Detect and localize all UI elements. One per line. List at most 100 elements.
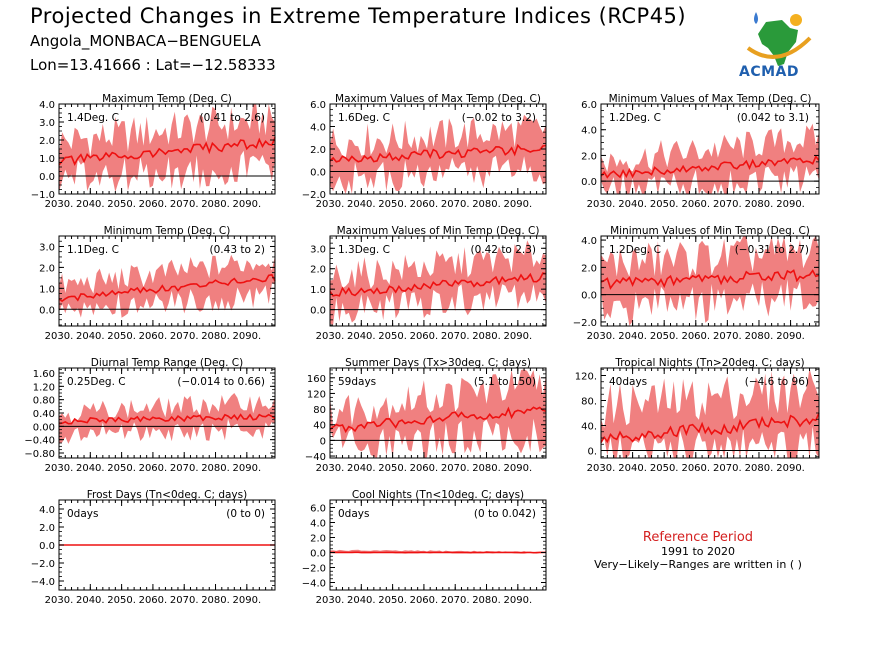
y-tick-label: 0 xyxy=(320,436,326,447)
change-annotation: 59days xyxy=(338,376,376,388)
x-tick-label: 2090. xyxy=(504,463,533,474)
chart-title: Minimum Temp (Deg. C) xyxy=(104,225,231,237)
y-tick-label: 0. xyxy=(587,447,597,458)
x-tick-label: 2060. xyxy=(410,331,439,342)
mean-line xyxy=(329,272,547,297)
x-tick-label: 2060. xyxy=(139,199,168,210)
change-annotation: 1.3Deg. C xyxy=(338,244,390,256)
y-tick-label: 0.0 xyxy=(581,177,597,188)
x-tick-label: 2040. xyxy=(76,595,105,606)
x-tick-label: 2030. xyxy=(316,595,345,606)
y-tick-label: 2.0 xyxy=(581,151,597,162)
range-annotation: (0.43 to 2) xyxy=(210,244,265,256)
range-annotation: (0.41 to 2.6) xyxy=(200,112,266,124)
x-tick-label: 2050. xyxy=(107,331,136,342)
x-tick-label: 2090. xyxy=(233,199,262,210)
chart-title: Minimum Values of Min Temp (Deg. C) xyxy=(610,225,810,237)
y-tick-label: −40 xyxy=(305,452,326,463)
x-tick-label: 2080. xyxy=(745,199,774,210)
range-band xyxy=(59,393,275,444)
x-tick-label: 2040. xyxy=(618,331,647,342)
mean-line xyxy=(58,137,276,166)
y-tick-label: 0.80 xyxy=(33,396,55,407)
mean-line xyxy=(600,269,820,290)
x-tick-label: 2080. xyxy=(472,199,501,210)
x-tick-label: 2080. xyxy=(201,199,230,210)
range-annotation: (−0.014 to 0.66) xyxy=(177,376,265,388)
acmad-logo-icon xyxy=(746,12,812,66)
y-tick-label: 0.0 xyxy=(39,305,55,316)
y-tick-label: 0.00 xyxy=(33,422,55,433)
chart-title: Cool Nights (Tn<10deg. C; days) xyxy=(352,489,524,501)
mean-line xyxy=(58,413,276,425)
x-tick-label: 2070. xyxy=(441,199,470,210)
y-tick-label: 160 xyxy=(307,374,326,385)
x-tick-label: 2060. xyxy=(139,463,168,474)
range-annotation: (0.42 to 2.3) xyxy=(471,244,537,256)
y-tick-label: 1.60 xyxy=(33,369,55,380)
x-tick-label: 2030. xyxy=(316,199,345,210)
y-tick-label: 1.0 xyxy=(39,284,55,295)
x-tick-label: 2070. xyxy=(170,331,199,342)
change-annotation: 1.2Deg. C xyxy=(609,244,661,256)
x-tick-label: 2070. xyxy=(170,463,199,474)
y-tick-label: 2.0 xyxy=(39,263,55,274)
x-tick-label: 2040. xyxy=(618,463,647,474)
x-tick-label: 2030. xyxy=(316,463,345,474)
x-tick-label: 2090. xyxy=(776,463,805,474)
y-tick-label: 80. xyxy=(581,397,597,408)
y-tick-label: 0.0 xyxy=(310,306,326,317)
chart-panel: 2030. 2040. 2050. 2060. 2070. 2080. 2090. −4.0 −… xyxy=(31,489,276,606)
chart-panel: 2030. 2040. 2050. 2060. 2070. 2080. 2090. −2.0 0… xyxy=(302,93,547,210)
change-annotation: 1.1Deg. C xyxy=(67,244,119,256)
x-tick-label: 2040. xyxy=(347,463,376,474)
x-tick-label: 2060. xyxy=(681,331,710,342)
y-tick-label: 3.0 xyxy=(39,118,55,129)
range-annotation: (5.1 to 150) xyxy=(474,376,536,388)
x-tick-label: 2070. xyxy=(441,331,470,342)
x-tick-label: 2050. xyxy=(378,331,407,342)
x-tick-label: 2090. xyxy=(504,595,533,606)
x-tick-label: 2090. xyxy=(776,199,805,210)
plot-frame xyxy=(58,235,276,327)
chart-title: Diurnal Temp Range (Deg. C) xyxy=(91,357,243,369)
x-tick-label: 2050. xyxy=(107,463,136,474)
y-tick-label: −4.0 xyxy=(31,577,55,588)
change-annotation: 0days xyxy=(67,508,98,520)
y-tick-label: 4.0 xyxy=(39,100,55,111)
x-tick-label: 2070. xyxy=(713,331,742,342)
x-tick-label: 2030. xyxy=(587,463,616,474)
x-tick-label: 2090. xyxy=(776,331,805,342)
y-tick-label: −0.80 xyxy=(24,449,55,460)
y-tick-label: −2.0 xyxy=(31,559,55,570)
reference-note: Very−Likely−Ranges are written in ( ) xyxy=(594,558,802,571)
change-annotation: 40days xyxy=(609,376,647,388)
y-tick-label: 6.0 xyxy=(310,100,326,111)
y-tick-label: 2.0 xyxy=(310,265,326,276)
range-band xyxy=(59,254,275,318)
y-tick-label: 2.0 xyxy=(310,534,326,545)
chart-panel: 2030. 2040. 2050. 2060. 2070. 2080. 2090. −40 0 4… xyxy=(305,357,547,474)
x-tick-label: 2090. xyxy=(504,331,533,342)
y-tick-label: 1.0 xyxy=(310,285,326,296)
x-tick-label: 2030. xyxy=(45,199,74,210)
range-band xyxy=(601,368,819,458)
range-annotation: (0.042 to 3.1) xyxy=(737,112,809,124)
x-tick-label: 2080. xyxy=(472,463,501,474)
y-tick-label: 3.0 xyxy=(310,244,326,255)
chart-panel: 2030. 2040. 2050. 2060. 2070. 2080. 2090. −0.80… xyxy=(24,357,276,474)
reference-title: Reference Period xyxy=(642,530,754,545)
x-tick-label: 2060. xyxy=(681,463,710,474)
y-tick-label: 0.0 xyxy=(39,172,55,183)
y-tick-label: 2.0 xyxy=(39,136,55,147)
coordinates-label: Lon=13.41666 : Lat=−12.58333 xyxy=(30,56,276,74)
x-tick-label: 2080. xyxy=(201,595,230,606)
x-tick-label: 2090. xyxy=(233,595,262,606)
x-tick-label: 2060. xyxy=(410,595,439,606)
y-tick-label: 1.0 xyxy=(39,154,55,165)
x-tick-label: 2090. xyxy=(504,199,533,210)
range-band xyxy=(59,104,275,192)
y-tick-label: 120 xyxy=(307,389,326,400)
y-tick-label: 40. xyxy=(581,422,597,433)
range-annotation: (−0.31 to 2.7) xyxy=(735,244,809,256)
